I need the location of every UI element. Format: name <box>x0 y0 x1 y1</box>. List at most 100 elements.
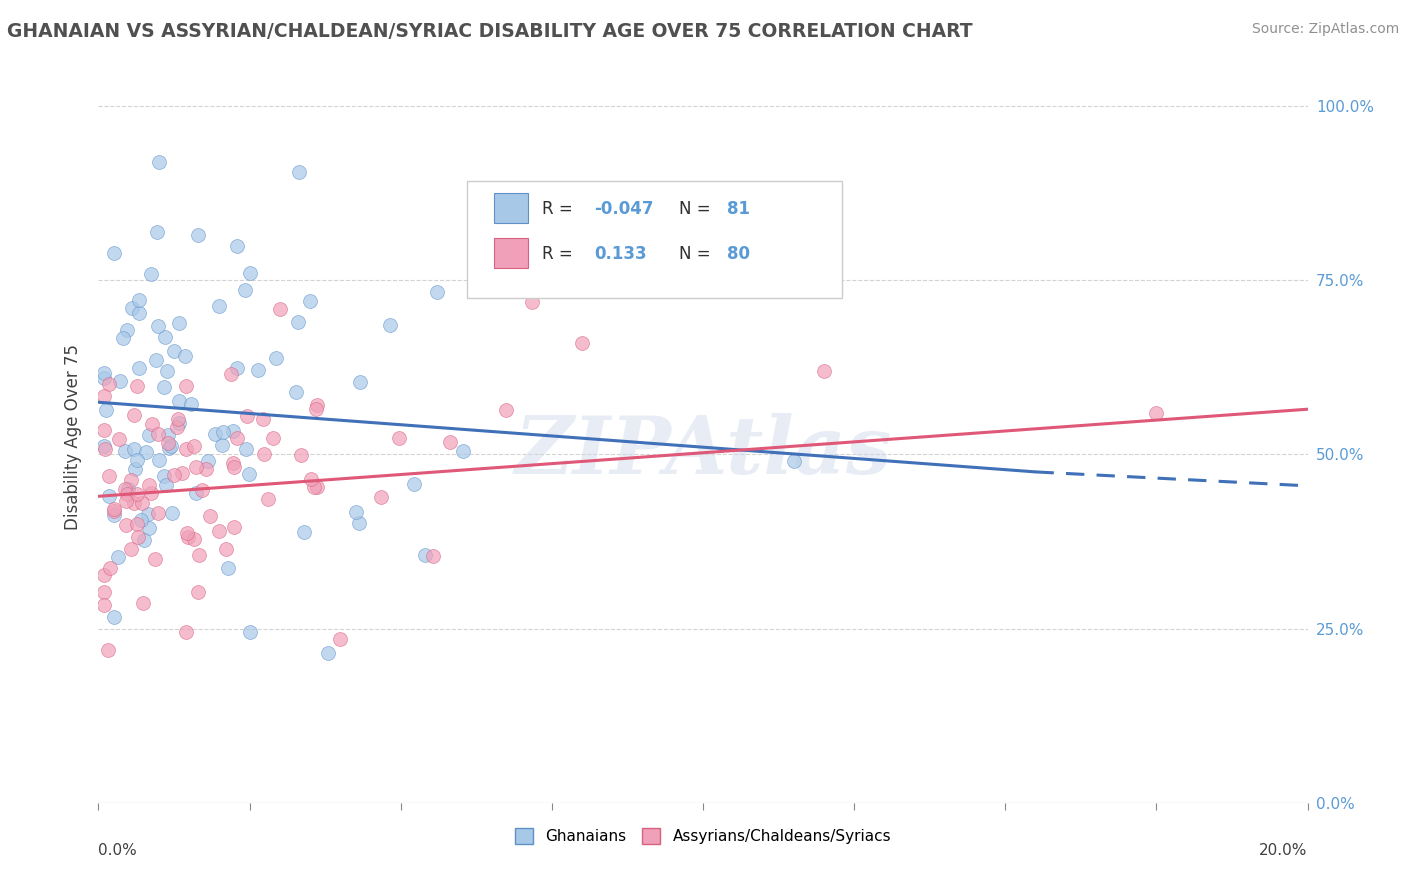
Point <box>222 459 245 474</box>
Point <box>112 331 135 345</box>
Point <box>783 454 806 468</box>
Point <box>239 266 262 280</box>
Point <box>413 548 436 562</box>
Point <box>302 480 325 494</box>
Point <box>153 468 176 483</box>
Point <box>225 431 247 445</box>
Point <box>114 518 136 533</box>
Point <box>97 490 120 504</box>
Point <box>180 397 202 411</box>
Point <box>174 625 197 640</box>
Text: 80: 80 <box>727 245 751 263</box>
Point <box>217 560 239 574</box>
Point <box>316 646 339 660</box>
Point <box>388 431 411 445</box>
Point <box>129 513 152 527</box>
Point <box>131 496 153 510</box>
Point <box>495 402 517 417</box>
Point <box>163 344 186 359</box>
Point <box>160 506 183 520</box>
Point <box>148 427 170 442</box>
Text: R =: R = <box>543 200 578 218</box>
Point <box>103 610 125 624</box>
Point <box>195 462 218 476</box>
Point <box>174 379 197 393</box>
Point <box>239 625 262 640</box>
Point <box>128 361 150 376</box>
Point <box>520 295 543 310</box>
Point <box>252 412 274 426</box>
Point <box>114 482 136 496</box>
Point <box>235 442 257 456</box>
Point <box>183 533 205 547</box>
Point <box>93 442 115 457</box>
Point <box>236 409 259 423</box>
Text: R =: R = <box>543 245 578 263</box>
Point <box>146 319 169 334</box>
Point <box>122 442 145 457</box>
Point <box>378 318 401 333</box>
Point <box>235 283 257 297</box>
Point <box>107 550 129 565</box>
Point <box>103 502 125 516</box>
Point <box>186 459 208 474</box>
Point <box>1144 406 1167 420</box>
Point <box>124 462 146 476</box>
Point <box>226 238 249 252</box>
Point <box>141 486 163 500</box>
Point <box>238 467 260 481</box>
Point <box>114 444 136 458</box>
Text: ZIPAtlas: ZIPAtlas <box>515 413 891 491</box>
Point <box>305 398 328 412</box>
Point <box>148 155 170 169</box>
Point <box>813 364 835 378</box>
Point <box>148 453 170 467</box>
Point <box>167 412 190 426</box>
Y-axis label: Disability Age Over 75: Disability Age Over 75 <box>65 344 83 530</box>
Text: 0.0%: 0.0% <box>98 843 138 858</box>
Point <box>253 447 276 461</box>
Point <box>197 453 219 467</box>
Point <box>156 427 179 442</box>
Point <box>571 336 593 351</box>
Point <box>208 299 231 313</box>
Point <box>143 552 166 566</box>
Point <box>224 520 246 534</box>
Point <box>121 542 143 557</box>
Text: GHANAIAN VS ASSYRIAN/CHALDEAN/SYRIAC DISABILITY AGE OVER 75 CORRELATION CHART: GHANAIAN VS ASSYRIAN/CHALDEAN/SYRIAC DIS… <box>7 22 973 41</box>
Point <box>114 494 136 508</box>
Point <box>292 524 315 539</box>
Point <box>157 441 180 455</box>
Point <box>139 267 162 281</box>
Point <box>176 525 198 540</box>
Bar <box>494 193 527 223</box>
Point <box>93 585 115 599</box>
Point <box>299 294 322 309</box>
Point <box>117 487 139 501</box>
Point <box>125 517 148 532</box>
Point <box>198 508 221 523</box>
Point <box>97 642 120 657</box>
Bar <box>494 238 527 268</box>
Point <box>329 632 352 646</box>
Text: 0.133: 0.133 <box>595 245 647 263</box>
Point <box>93 389 115 403</box>
Point <box>127 453 149 467</box>
Point <box>262 431 284 445</box>
Point <box>305 402 328 417</box>
Point <box>146 506 169 520</box>
Point <box>117 482 139 496</box>
Text: 81: 81 <box>727 200 751 218</box>
Point <box>222 457 245 471</box>
Point <box>219 367 242 381</box>
Point <box>135 444 157 458</box>
Point <box>299 472 322 486</box>
Point <box>349 375 371 389</box>
Point <box>288 165 311 179</box>
Point <box>163 468 186 483</box>
Point <box>174 349 197 363</box>
Point <box>138 520 160 534</box>
Point <box>426 285 449 299</box>
Point <box>156 364 179 378</box>
Point <box>167 416 190 430</box>
